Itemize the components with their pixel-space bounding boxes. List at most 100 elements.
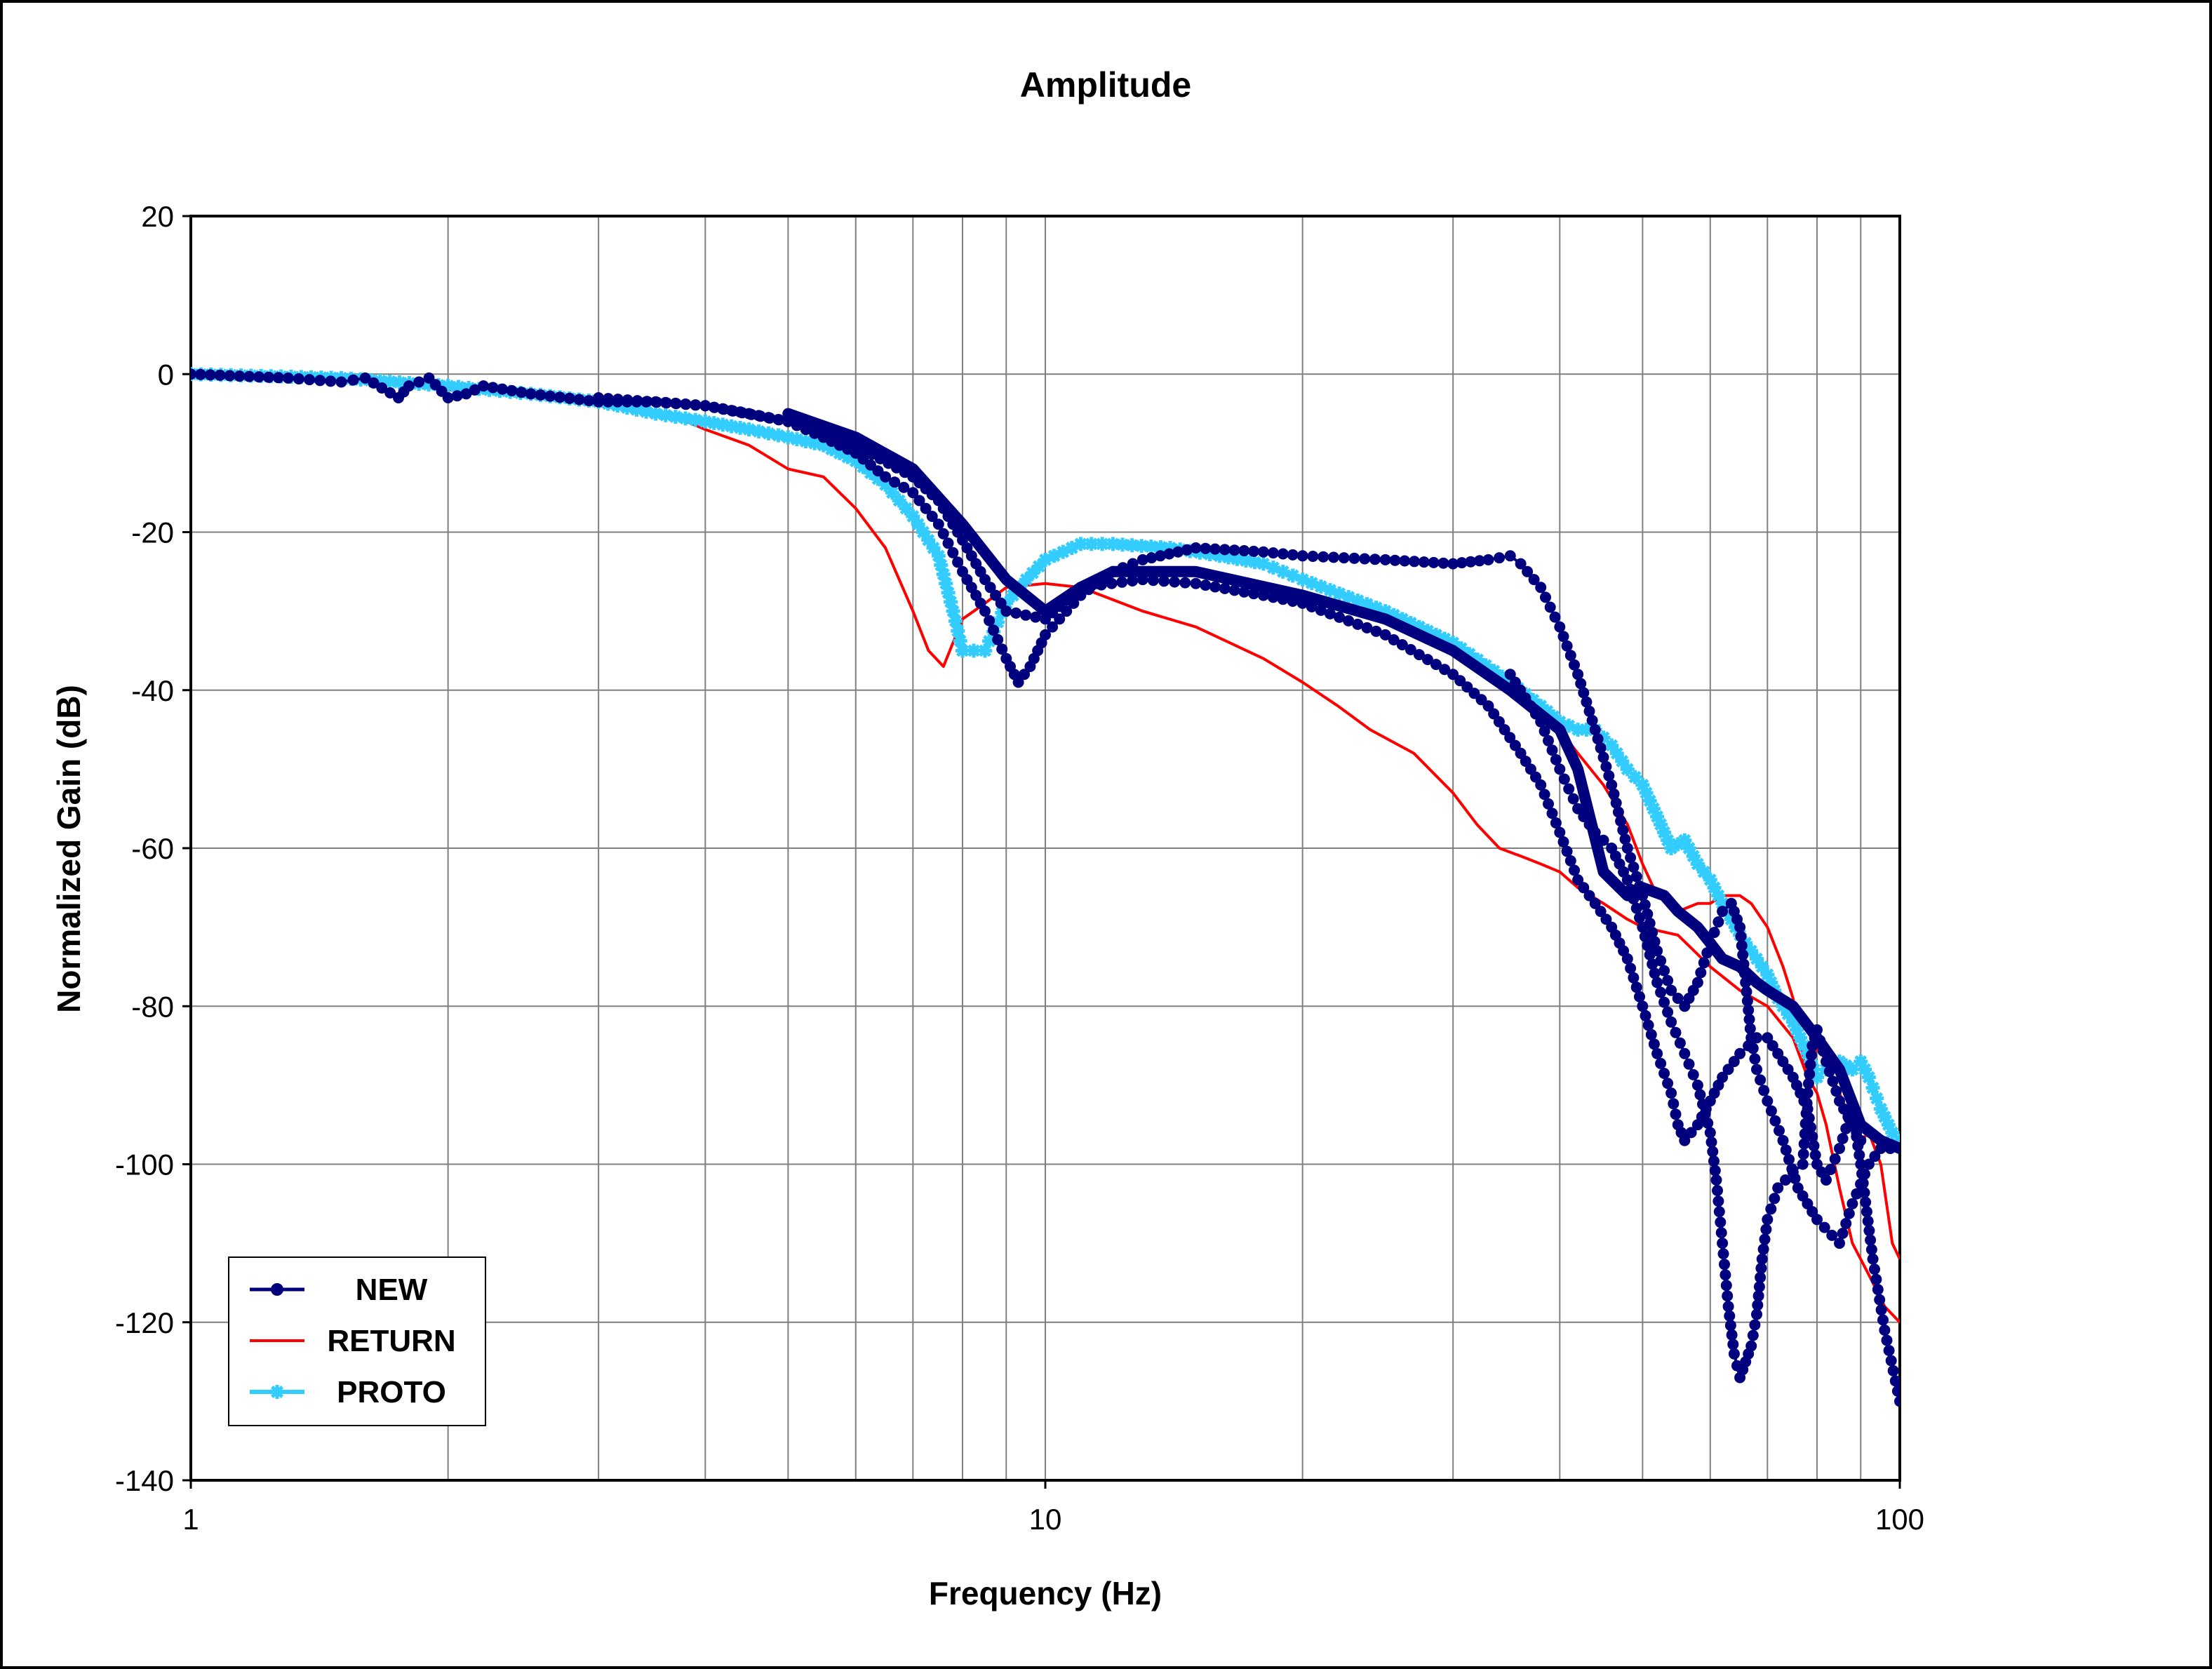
legend-label-proto: PROTO — [337, 1375, 446, 1409]
data-point-new — [1759, 1233, 1771, 1245]
data-point-new — [1717, 1238, 1729, 1249]
series-line-new — [782, 408, 1900, 1154]
data-point-new — [1544, 601, 1556, 613]
data-point-new — [1625, 852, 1637, 864]
data-point-proto — [1285, 568, 1300, 583]
data-point-proto — [1790, 1023, 1804, 1038]
data-point-proto — [1661, 833, 1675, 847]
data-point-new — [988, 624, 1000, 636]
data-point-new — [1658, 1068, 1670, 1079]
data-point-new — [1869, 1151, 1881, 1162]
data-point-new — [1685, 1127, 1697, 1139]
data-point-proto — [824, 442, 839, 457]
data-point-new — [907, 487, 919, 499]
data-point-new — [1802, 1087, 1814, 1099]
data-point-new — [773, 414, 785, 426]
data-point-new — [1379, 629, 1391, 641]
x-tick-label: 1 — [182, 1503, 199, 1536]
data-point-new — [1238, 586, 1250, 598]
data-point-proto — [1462, 647, 1477, 662]
data-point-new — [194, 368, 206, 380]
data-point-new — [1665, 1016, 1677, 1028]
data-point-proto — [1861, 1070, 1876, 1085]
data-point-proto — [1877, 1109, 1892, 1124]
data-point-proto — [1360, 597, 1374, 612]
data-point-new — [1747, 1329, 1759, 1341]
data-point-proto — [1839, 1058, 1854, 1073]
data-point-proto — [1275, 564, 1290, 579]
data-point-proto — [789, 432, 804, 447]
data-point-proto — [926, 541, 941, 556]
data-point-proto — [392, 375, 407, 390]
data-point-new — [1465, 556, 1477, 568]
data-point-proto — [742, 422, 756, 437]
data-point-new — [1719, 1259, 1730, 1271]
data-point-new — [451, 390, 463, 402]
data-point-proto — [899, 501, 913, 516]
data-point-new — [325, 375, 337, 387]
data-point-proto — [892, 493, 906, 508]
data-point-proto — [885, 485, 899, 500]
data-point-new — [745, 408, 757, 420]
data-point-proto — [1134, 539, 1149, 554]
data-point-proto — [1628, 770, 1642, 784]
data-point-new — [1783, 1153, 1795, 1165]
data-point-new — [1755, 1271, 1767, 1283]
data-point-new — [1855, 1158, 1867, 1170]
data-point-new — [1874, 1294, 1886, 1306]
data-point-new — [1751, 1032, 1762, 1044]
data-point-proto — [421, 377, 436, 392]
data-point-new — [1181, 544, 1193, 556]
data-point-new — [1702, 1117, 1714, 1129]
data-point-new — [368, 377, 380, 389]
data-point-new — [1127, 575, 1139, 587]
data-point-proto — [1744, 944, 1759, 958]
data-point-proto — [1047, 549, 1061, 563]
data-point-new — [1825, 1164, 1837, 1175]
data-point-proto — [1095, 537, 1110, 551]
data-point-new — [1612, 806, 1624, 818]
data-point-proto — [1885, 1125, 1900, 1140]
series-layer — [191, 367, 1900, 1407]
data-point-new — [1595, 742, 1607, 754]
data-point-new — [727, 405, 739, 417]
data-point-new — [1528, 574, 1540, 586]
data-point-proto — [816, 438, 831, 453]
data-point-new — [1728, 1056, 1740, 1068]
data-point-new — [1172, 546, 1184, 558]
data-point-new — [1648, 1038, 1660, 1050]
data-point-new — [1777, 1134, 1789, 1146]
data-point-proto — [1809, 1070, 1824, 1085]
data-point-new — [1296, 550, 1308, 562]
data-point-new — [304, 374, 316, 386]
data-point-new — [937, 528, 949, 539]
data-point-new — [1569, 864, 1580, 876]
legend-swatches — [250, 1283, 304, 1399]
data-point-new — [1655, 986, 1667, 998]
data-point-new — [947, 547, 959, 558]
data-point-proto — [1858, 1062, 1872, 1077]
data-point-new — [690, 399, 702, 411]
legend-label-new: NEW — [356, 1273, 428, 1307]
data-point-new — [1865, 1244, 1877, 1256]
data-point-new — [1695, 967, 1707, 979]
data-point-new — [1543, 798, 1554, 810]
data-point-new — [1621, 843, 1633, 854]
data-point-new — [1621, 953, 1633, 965]
data-point-new — [1691, 977, 1703, 988]
data-point-new — [1482, 700, 1494, 712]
data-point-new — [1169, 576, 1181, 588]
data-point-proto — [1369, 601, 1383, 615]
data-point-proto — [1446, 636, 1461, 650]
data-point-proto — [1690, 857, 1705, 871]
data-point-new — [1741, 995, 1753, 1007]
data-point-new — [413, 376, 425, 388]
data-point-proto — [1797, 1038, 1811, 1053]
data-point-new — [1456, 557, 1468, 569]
series-proto — [191, 367, 1900, 1148]
data-point-proto — [761, 426, 776, 441]
data-point-new — [1307, 551, 1319, 562]
data-point-new — [661, 397, 672, 409]
data-point-new — [1645, 1028, 1657, 1040]
data-point-proto — [688, 413, 703, 427]
